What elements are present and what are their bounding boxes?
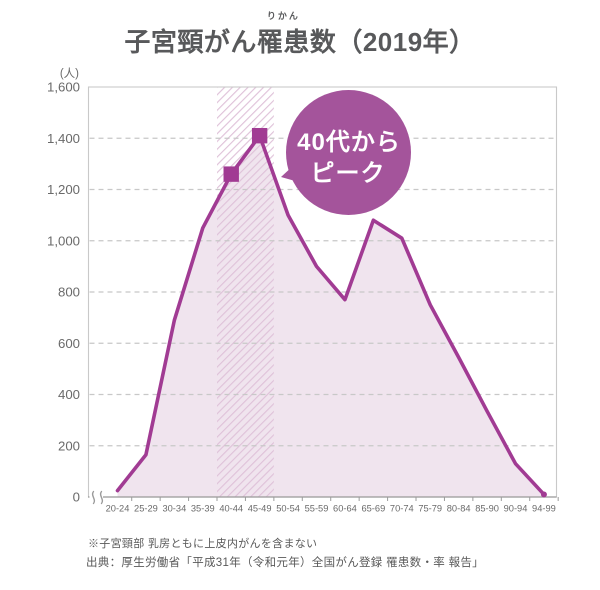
y-tick-label: 200 [58, 438, 80, 453]
x-tick-label: 80-84 [447, 504, 471, 514]
x-tick-label: 94-99 [532, 504, 556, 514]
y-axis-unit-label: (人) [60, 67, 79, 80]
x-tick-label: 70-74 [390, 504, 414, 514]
y-tick-label: 0 [73, 490, 80, 505]
axis-break-icon [89, 490, 104, 505]
x-tick-label: 60-64 [333, 504, 357, 514]
x-tick-label: 45-49 [248, 504, 272, 514]
x-tick-label: 30-34 [162, 504, 186, 514]
data-line [115, 133, 546, 497]
y-tick-label: 400 [58, 387, 80, 402]
x-tick-label: 20-24 [106, 504, 130, 514]
x-tick-label: 25-29 [134, 504, 158, 514]
peak-marker [251, 127, 268, 144]
title-ruby: りかん 罹患 [256, 11, 310, 59]
x-tick-label: 85-90 [475, 504, 499, 514]
y-tick-label: 800 [58, 285, 80, 300]
title-part2: 数（2019年） [309, 27, 476, 57]
x-tick-label: 65-69 [361, 504, 385, 514]
y-tick-label: 600 [58, 336, 80, 351]
y-tick-label: 1,400 [47, 131, 80, 146]
title-furigana: りかん [266, 11, 300, 21]
x-axis-labels: 20-24 25-29 30-34 35-39 40-44 45-49 50-54 55-59… [106, 497, 559, 514]
chart-title: 子宮頸がん りかん罹患数（2019年） [0, 11, 600, 59]
x-tick-label: 90-94 [504, 504, 528, 514]
x-tick-label: 55-59 [305, 504, 329, 514]
callout-text-line2: ピーク [311, 160, 386, 187]
x-tick-label: 40-44 [219, 504, 243, 514]
y-axis-labels: (人) 0 200 400 600 800 1,000 1,200 1,400 1,600 [47, 67, 80, 505]
peak-marker [223, 166, 239, 182]
title-part1: 子宮頸がん [124, 27, 257, 57]
y-tick-label: 1,200 [47, 182, 80, 197]
title-ruby-base: 罹患 [256, 27, 310, 57]
data-markers [223, 127, 547, 498]
callout-text-line1: 40代から [297, 129, 401, 156]
x-tick-label: 75-79 [418, 504, 442, 514]
x-tick-label: 35-39 [191, 504, 215, 514]
x-tick-label: 50-54 [276, 504, 300, 514]
y-tick-label: 1,600 [47, 80, 80, 95]
plot-frame [87, 86, 558, 498]
y-tick-label: 1,000 [47, 233, 80, 248]
chart-footnote: ※子宮頸部 乳房ともに上皮内がんを含まない [88, 538, 318, 550]
chart-source: 出典：厚生労働省「平成31年（令和元年）全国がん登録 罹患数・率 報告」 [86, 557, 484, 569]
